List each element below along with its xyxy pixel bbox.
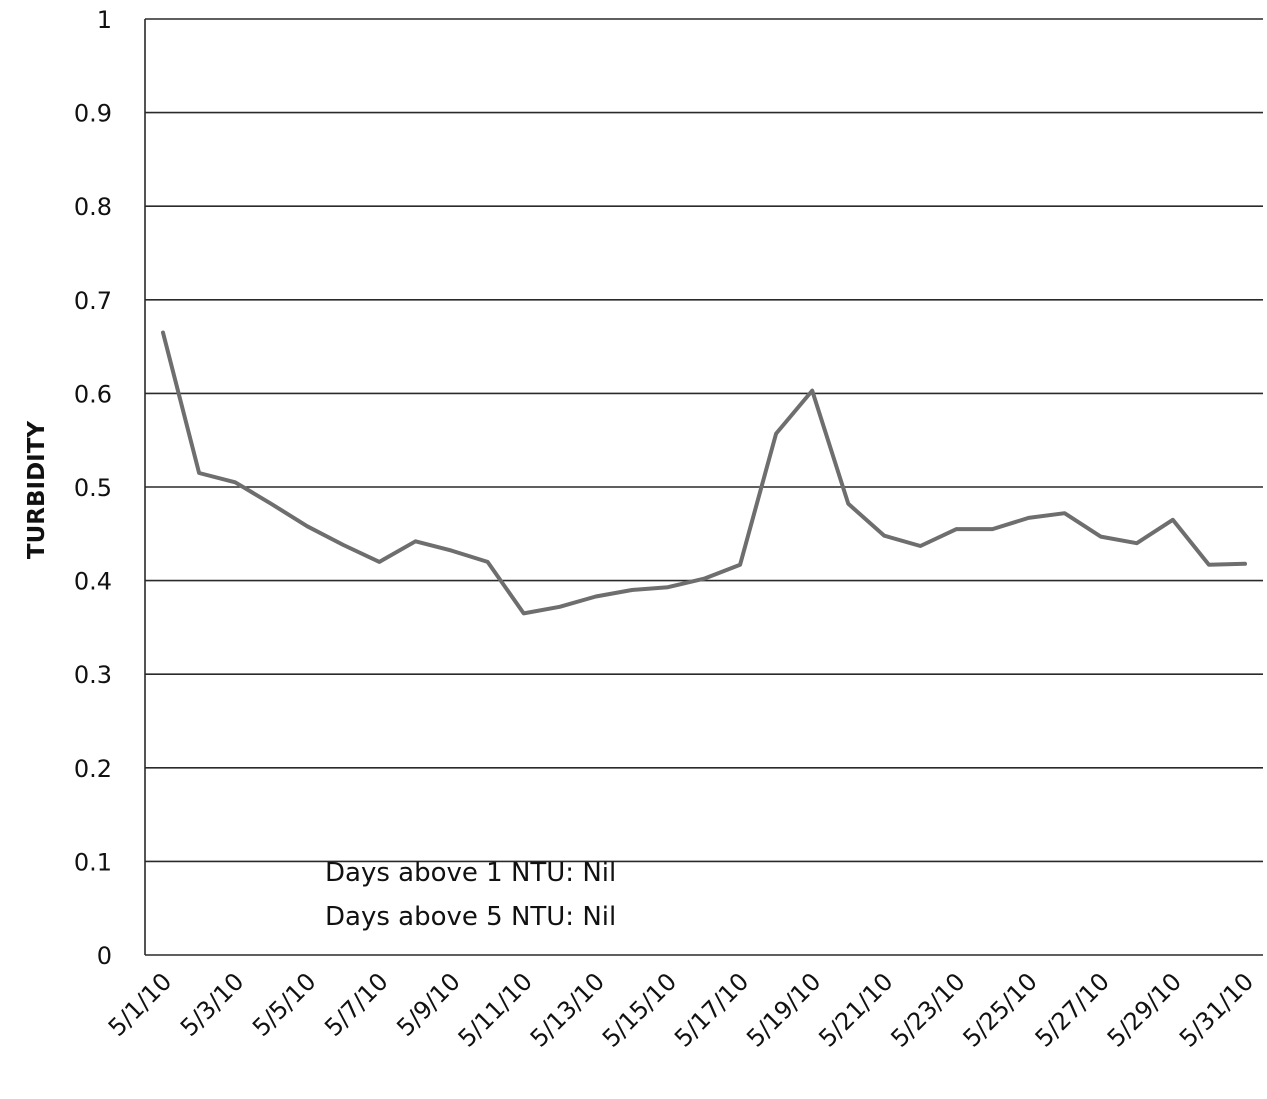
y-tick-label: 1: [97, 6, 112, 34]
y-tick-label: 0.3: [74, 661, 112, 689]
y-tick-label: 0.7: [74, 287, 112, 315]
data-point: [450, 549, 454, 553]
data-point: [1099, 535, 1103, 539]
x-tick-label: 5/21/10: [813, 967, 898, 1052]
y-tick-label: 0.2: [74, 755, 112, 783]
data-point: [846, 502, 850, 506]
data-point: [1171, 518, 1175, 522]
y-tick-label: 0.9: [74, 100, 112, 128]
y-tick-labels: 0 0.1 0.2 0.3 0.4 0.5 0.6 0.7 0.8 0.9 1: [74, 6, 112, 970]
data-point: [413, 539, 417, 543]
x-tick-label: 5/25/10: [958, 967, 1043, 1052]
x-tick-label: 5/11/10: [453, 967, 538, 1052]
x-tick-label: 5/5/10: [247, 967, 321, 1041]
x-tick-label: 5/19/10: [741, 967, 826, 1052]
data-point: [1243, 562, 1247, 566]
x-tick-label: 5/29/10: [1102, 967, 1187, 1052]
x-tick-label: 5/27/10: [1030, 967, 1115, 1052]
data-point: [341, 543, 345, 547]
data-point: [594, 595, 598, 599]
y-tick-label: 0.4: [74, 568, 112, 596]
data-point: [882, 534, 886, 538]
x-tick-label: 5/7/10: [319, 967, 393, 1041]
series-layer: [161, 330, 1247, 616]
data-point: [233, 480, 237, 484]
series-line: [161, 330, 1247, 616]
gridlines: [144, 18, 1263, 956]
x-tick-labels: 5/1/105/3/105/5/105/7/105/9/105/11/105/1…: [103, 967, 1259, 1052]
y-axis-label: TURBIDITY: [24, 421, 50, 560]
data-point: [522, 611, 526, 615]
x-tick-label: 5/15/10: [597, 967, 682, 1052]
data-point: [1207, 563, 1211, 567]
annotation-days-above-5-ntu: Days above 5 NTU: Nil: [325, 902, 616, 932]
data-point: [991, 527, 995, 531]
data-point: [702, 577, 706, 581]
data-point: [954, 527, 958, 531]
data-point: [1135, 541, 1139, 545]
data-point: [666, 585, 670, 589]
y-tick-label: 0.1: [74, 848, 112, 876]
y-tick-label: 0.5: [74, 474, 112, 502]
data-point: [269, 502, 273, 506]
data-point: [377, 560, 381, 564]
data-point: [197, 471, 201, 475]
y-tick-label: 0: [97, 942, 112, 970]
data-point: [1027, 516, 1031, 520]
data-point: [630, 588, 634, 592]
annotation-days-above-1-ntu: Days above 1 NTU: Nil: [325, 858, 616, 888]
data-point: [1063, 511, 1067, 515]
x-tick-label: 5/1/10: [103, 967, 177, 1041]
data-point: [774, 432, 778, 436]
data-point: [558, 605, 562, 609]
y-tick-label: 0.6: [74, 380, 112, 408]
data-point: [738, 563, 742, 567]
y-tick-label: 0.8: [74, 193, 112, 221]
data-point: [305, 524, 309, 528]
x-tick-label: 5/23/10: [885, 967, 970, 1052]
data-point: [486, 560, 490, 564]
data-point: [161, 331, 165, 335]
data-point: [918, 544, 922, 548]
x-tick-label: 5/13/10: [525, 967, 610, 1052]
data-point: [810, 389, 814, 393]
x-tick-label: 5/31/10: [1174, 967, 1259, 1052]
x-tick-label: 5/17/10: [669, 967, 754, 1052]
x-tick-label: 5/3/10: [175, 967, 249, 1041]
